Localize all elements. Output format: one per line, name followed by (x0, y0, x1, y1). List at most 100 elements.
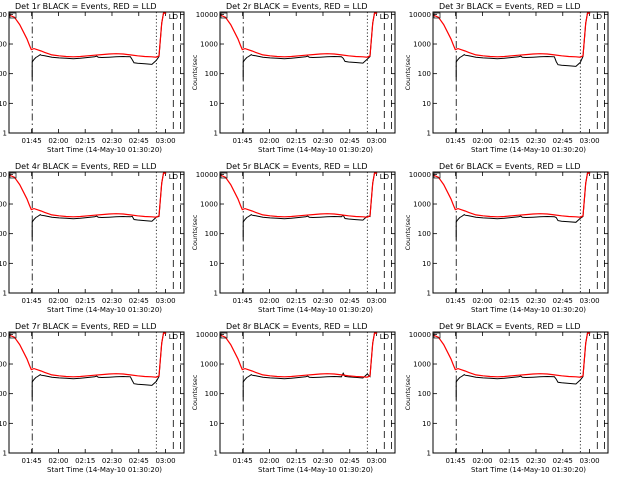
legend-text: LD (593, 13, 602, 21)
events-series-line (242, 332, 378, 401)
y-tick-label: 100 (418, 390, 431, 398)
legend-text: LD (380, 333, 389, 341)
panel-3: Det 3r BLACK = Events, RED = LLD Counts/s… (404, 2, 609, 154)
lld-series-line (9, 12, 167, 58)
y-tick-label: 10000 (0, 171, 7, 179)
y-tick-label: 10000 (196, 11, 218, 19)
y-tick-label: 10 (0, 260, 7, 268)
lld-series-line (9, 172, 167, 218)
y-tick-label: 10 (422, 260, 431, 268)
legend-box (220, 172, 228, 179)
y-tick-label: 10000 (196, 331, 218, 339)
events-series-line (455, 12, 591, 81)
x-tick-label: 02:00 (472, 457, 492, 465)
plot-frame (8, 11, 185, 134)
y-tick-label: 10000 (409, 171, 431, 179)
y-axis-label: Counts/sec (191, 214, 199, 250)
y-tick-label: 100 (205, 70, 218, 78)
legend-box (433, 172, 441, 179)
y-tick-label: 1 (3, 290, 7, 298)
x-axis-label: Start Time (14-May-10 01:30:20) (258, 306, 373, 314)
panel-title: Det 4r BLACK = Events, RED = LLD (15, 162, 157, 171)
legend-box (9, 12, 17, 19)
events-series-line (455, 332, 591, 401)
x-tick-label: 02:30 (313, 297, 333, 305)
y-tick-label: 10000 (409, 11, 431, 19)
y-axis-label: Counts/sec (404, 374, 412, 410)
x-tick-label: 02:15 (286, 297, 306, 305)
y-tick-label: 10 (0, 420, 7, 428)
y-tick-label: 1 (3, 130, 7, 138)
events-series-line (455, 172, 591, 241)
x-axis-label: Start Time (14-May-10 01:30:20) (258, 466, 373, 474)
x-tick-label: 02:00 (259, 137, 279, 145)
x-tick-label: 02:45 (340, 457, 360, 465)
plot-frame (219, 11, 396, 134)
x-tick-label: 03:00 (366, 457, 386, 465)
lld-series-line (9, 332, 167, 378)
y-tick-label: 100 (418, 70, 431, 78)
panel-title: Det 8r BLACK = Events, RED = LLD (226, 322, 368, 331)
x-tick-label: 02:00 (472, 137, 492, 145)
legend-text: LD (593, 333, 602, 341)
x-tick-label: 02:00 (472, 297, 492, 305)
legend-box (220, 12, 228, 19)
y-tick-label: 1 (214, 450, 218, 458)
legend-box (9, 332, 17, 339)
lld-series-line (433, 332, 591, 378)
lld-series-line (220, 12, 378, 58)
lld-series-line (220, 172, 378, 218)
y-tick-label: 1000 (0, 41, 7, 49)
legend-text: LD (169, 333, 178, 341)
x-tick-label: 02:00 (259, 297, 279, 305)
lld-series-line (220, 332, 378, 378)
x-tick-label: 01:45 (22, 297, 42, 305)
x-tick-label: 03:00 (155, 457, 175, 465)
x-tick-label: 02:15 (75, 297, 95, 305)
events-series-line (31, 12, 167, 81)
plot-frame (8, 331, 185, 454)
events-series-line (242, 172, 378, 241)
panel-title: Det 7r BLACK = Events, RED = LLD (15, 322, 157, 331)
x-axis-label: Start Time (14-May-10 01:30:20) (47, 466, 162, 474)
x-tick-label: 02:15 (286, 457, 306, 465)
x-tick-label: 02:00 (48, 457, 68, 465)
events-series-line (31, 332, 167, 401)
x-tick-label: 01:45 (22, 457, 42, 465)
legend-text: LD (380, 173, 389, 181)
y-tick-label: 10000 (409, 331, 431, 339)
x-tick-label: 02:30 (102, 297, 122, 305)
lld-series-line (433, 12, 591, 58)
y-tick-label: 10000 (0, 11, 7, 19)
plot-frame (432, 331, 609, 454)
panel-title: Det 2r BLACK = Events, RED = LLD (226, 2, 368, 11)
lld-series-line (433, 172, 591, 218)
legend-box (433, 12, 441, 19)
panel-5: Det 5r BLACK = Events, RED = LLD Counts/s… (191, 162, 396, 314)
x-tick-label: 03:00 (366, 137, 386, 145)
panel-6: Det 6r BLACK = Events, RED = LLD Counts/s… (404, 162, 609, 314)
x-tick-label: 03:00 (579, 137, 599, 145)
panel-9: Det 9r BLACK = Events, RED = LLD Counts/s… (404, 322, 609, 474)
panel-8: Det 8r BLACK = Events, RED = LLD Counts/s… (191, 322, 396, 474)
panel-title: Det 9r BLACK = Events, RED = LLD (439, 322, 581, 331)
plot-frame (8, 171, 185, 294)
y-tick-label: 1 (427, 130, 431, 138)
legend-box (9, 172, 17, 179)
x-tick-label: 02:15 (75, 457, 95, 465)
panel-2: Det 2r BLACK = Events, RED = LLD Counts/s… (191, 2, 396, 154)
x-tick-label: 02:15 (499, 297, 519, 305)
x-tick-label: 02:30 (526, 297, 546, 305)
x-axis-label: Start Time (14-May-10 01:30:20) (471, 306, 586, 314)
x-tick-label: 02:30 (313, 457, 333, 465)
legend-box (220, 332, 228, 339)
panel-4: Det 4r BLACK = Events, RED = LLDCounts/s… (0, 162, 185, 314)
y-axis-label: Counts/sec (404, 214, 412, 250)
y-tick-label: 100 (205, 390, 218, 398)
y-tick-label: 1 (214, 290, 218, 298)
y-tick-label: 10 (422, 100, 431, 108)
y-tick-label: 10000 (0, 331, 7, 339)
x-tick-label: 02:45 (553, 137, 573, 145)
y-tick-label: 1 (427, 290, 431, 298)
